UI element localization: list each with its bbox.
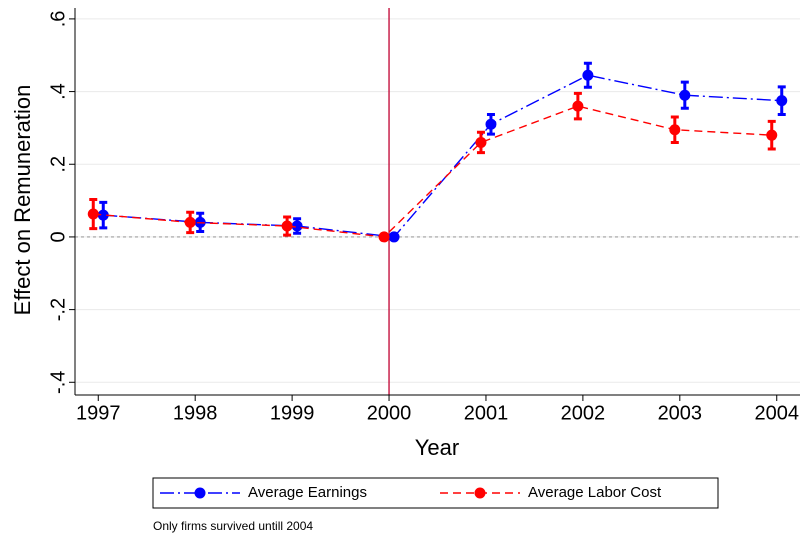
marker: [776, 95, 788, 107]
x-tick-label: 1997: [76, 402, 121, 424]
x-axis-title: Year: [415, 435, 459, 460]
y-tick-label: .6: [47, 11, 69, 28]
note: Only firms survived untill 2004: [153, 519, 313, 533]
series-line: [93, 105, 772, 238]
x-tick-label: 2003: [658, 402, 703, 424]
series-line: [103, 74, 782, 238]
x-tick-label: 1999: [270, 402, 315, 424]
x-tick-label: 2004: [754, 402, 799, 424]
y-tick-label: -.4: [47, 371, 69, 394]
x-tick-label: 2000: [367, 402, 412, 424]
y-tick-label: .4: [47, 83, 69, 100]
legend-box: [152, 477, 719, 509]
marker: [378, 231, 390, 243]
y-axis-title: Effect on Remuneration: [10, 85, 35, 316]
legend-marker: [474, 487, 486, 499]
marker: [388, 231, 400, 243]
marker: [291, 220, 303, 232]
marker: [582, 69, 594, 81]
legend-marker: [194, 487, 206, 499]
marker: [572, 100, 584, 112]
marker: [281, 220, 293, 232]
x-tick-label: 2002: [561, 402, 606, 424]
marker: [766, 129, 778, 141]
y-tick-label: -.2: [47, 298, 69, 321]
y-tick-label: 0: [47, 231, 69, 242]
marker: [97, 209, 109, 221]
marker: [87, 208, 99, 220]
legend-label: Average Earnings: [248, 484, 367, 501]
x-tick-label: 1998: [173, 402, 218, 424]
legend-label: Average Labor Cost: [528, 484, 662, 501]
y-tick-label: .2: [47, 156, 69, 173]
marker: [184, 216, 196, 228]
marker: [669, 124, 681, 136]
marker: [485, 118, 497, 130]
marker: [679, 89, 691, 101]
marker: [475, 136, 487, 148]
x-tick-label: 2001: [464, 402, 509, 424]
